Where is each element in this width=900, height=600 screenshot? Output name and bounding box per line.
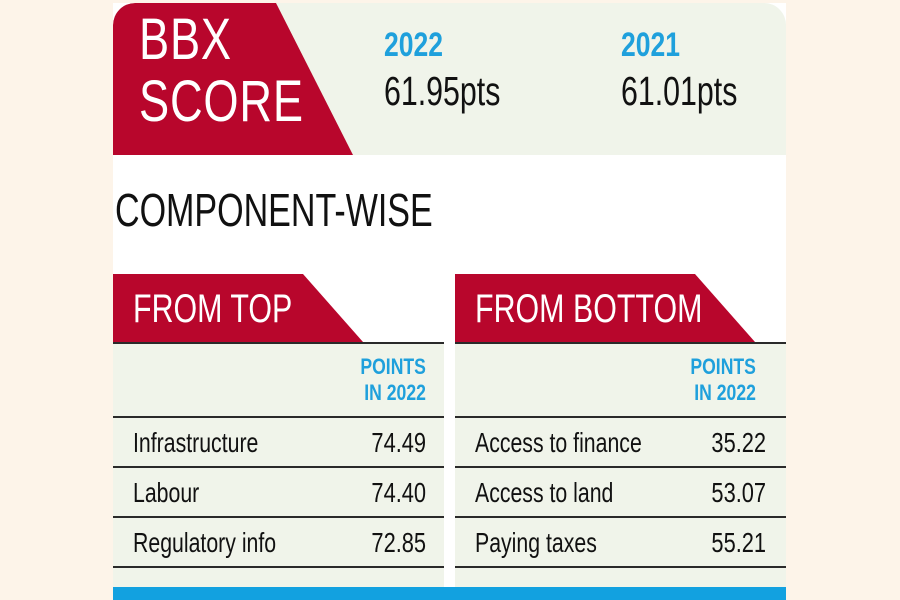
stat-2022: 2022 61.95pts (384, 25, 541, 115)
column-header: POINTS IN 2022 (113, 344, 444, 416)
column-header-line-1: POINTS (690, 354, 756, 379)
table-row: Regulatory info 72.85 (113, 518, 444, 566)
component-points: 74.49 (371, 427, 426, 458)
score-banner: BBX SCORE 2022 61.95pts 2021 61.01pts (113, 3, 786, 155)
divider (113, 566, 444, 568)
panel-title: FROM BOTTOM (475, 287, 703, 331)
badge-title: BBX SCORE (139, 9, 304, 133)
divider (113, 466, 444, 468)
stat-year: 2021 (621, 26, 680, 64)
stat-value: 61.01pts (621, 68, 738, 114)
badge-line-1: BBX (139, 7, 232, 72)
component-points: 55.21 (711, 527, 766, 558)
panel-header: FROM TOP (113, 274, 444, 342)
divider (113, 342, 444, 344)
column-header-line-2: IN 2022 (364, 380, 426, 405)
component-name: Access to finance (475, 427, 642, 458)
panel-table: POINTS IN 2022 Access to finance 35.22 A… (455, 342, 786, 588)
stat-value: 61.95pts (384, 68, 501, 114)
table-row: Paying taxes 55.21 (455, 518, 786, 566)
table-row: Access to land 53.07 (455, 468, 786, 516)
stat-2021: 2021 61.01pts (621, 25, 778, 115)
component-points: 72.85 (371, 527, 426, 558)
panel-tail (113, 568, 444, 588)
panel-from-bottom: FROM BOTTOM POINTS IN 2022 Access to fin… (455, 274, 786, 588)
table-row: Infrastructure 74.49 (113, 418, 444, 466)
table-row: Access to finance 35.22 (455, 418, 786, 466)
divider (113, 416, 444, 418)
divider (455, 342, 786, 344)
divider (455, 516, 786, 518)
badge-line-2: SCORE (139, 69, 304, 134)
divider (455, 416, 786, 418)
divider (455, 566, 786, 568)
panel-header: FROM BOTTOM (455, 274, 786, 342)
column-header: POINTS IN 2022 (455, 344, 786, 416)
column-header-line-2: IN 2022 (694, 380, 756, 405)
panel-tail (455, 568, 786, 588)
component-points: 35.22 (711, 427, 766, 458)
panel-title: FROM TOP (133, 287, 293, 331)
panel-from-top: FROM TOP POINTS IN 2022 Infrastructure 7… (113, 274, 444, 588)
footer-accent-bar (113, 587, 786, 600)
panel-tab (455, 274, 755, 342)
section-title: COMPONENT-WISE (115, 184, 433, 236)
panel-table: POINTS IN 2022 Infrastructure 74.49 Labo… (113, 342, 444, 588)
component-name: Infrastructure (133, 427, 259, 458)
component-name: Labour (133, 477, 200, 508)
stat-year: 2022 (384, 26, 443, 64)
component-points: 53.07 (711, 477, 766, 508)
infographic-card: BBX SCORE 2022 61.95pts 2021 61.01pts CO… (113, 3, 786, 600)
column-header-label: POINTS IN 2022 (360, 354, 426, 406)
table-row: Labour 74.40 (113, 468, 444, 516)
component-name: Regulatory info (133, 527, 277, 558)
component-name: Access to land (475, 477, 614, 508)
column-header-line-1: POINTS (360, 354, 426, 379)
component-name: Paying taxes (475, 527, 597, 558)
column-header-label: POINTS IN 2022 (690, 354, 756, 406)
component-points: 74.40 (371, 477, 426, 508)
divider (113, 516, 444, 518)
divider (455, 466, 786, 468)
